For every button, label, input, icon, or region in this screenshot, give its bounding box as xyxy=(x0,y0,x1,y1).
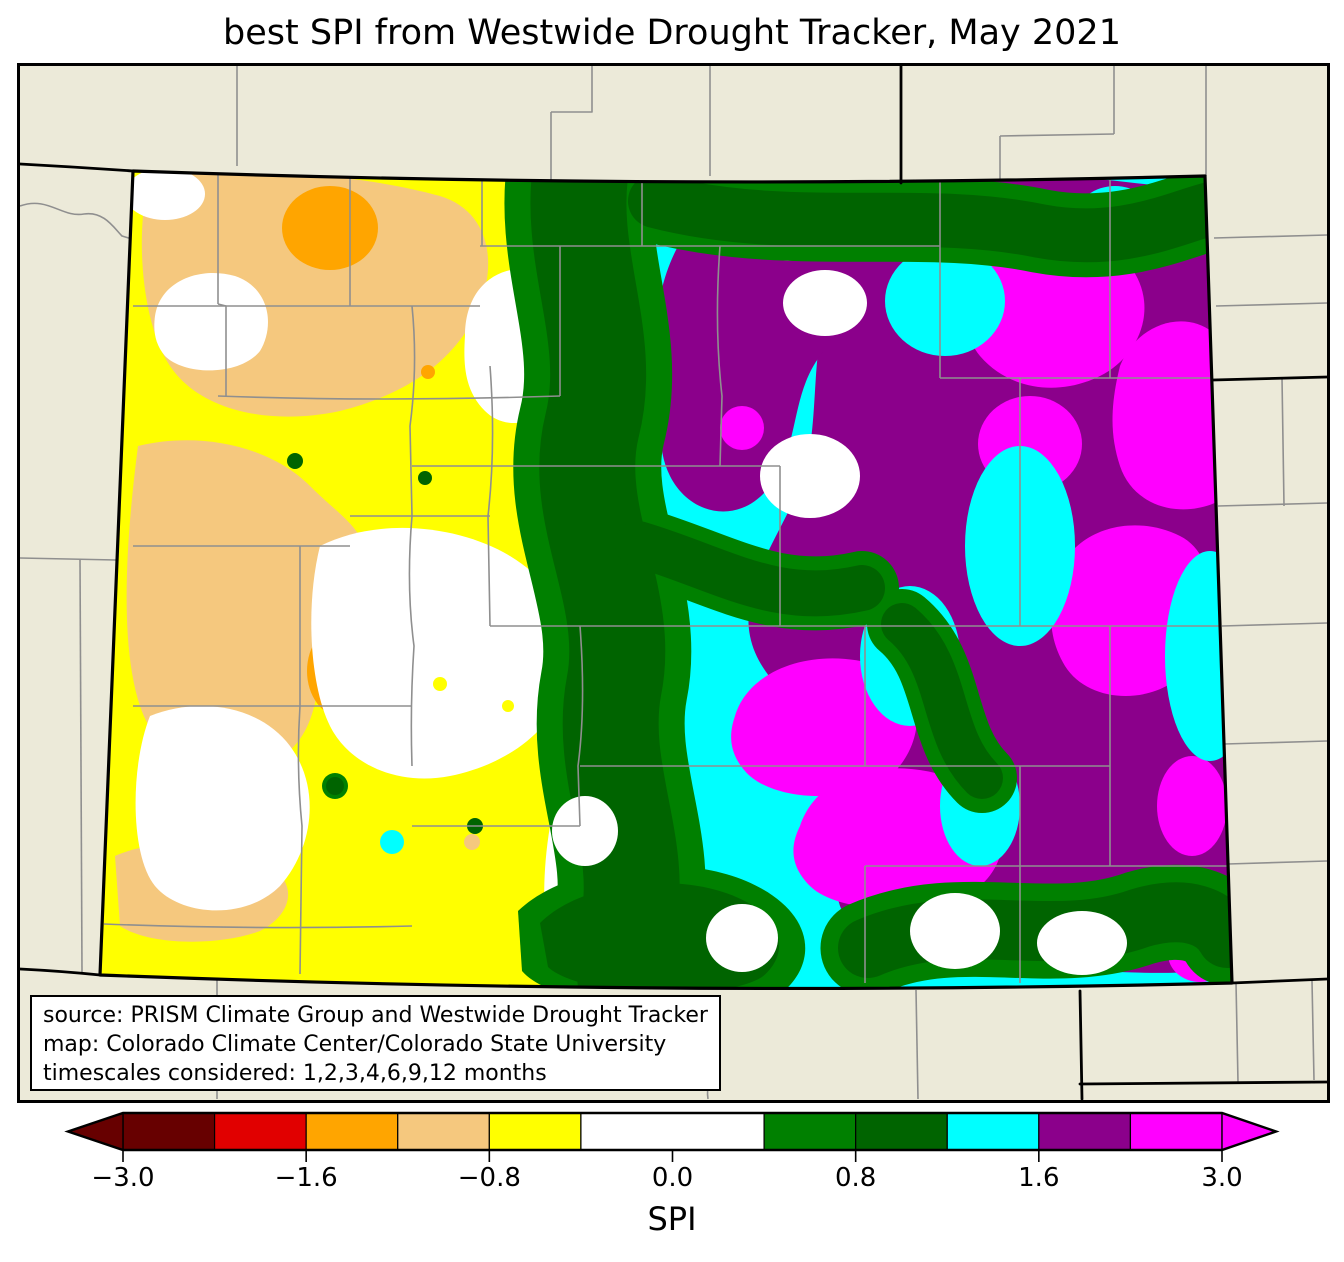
colorbar-axis-label: SPI xyxy=(647,1200,697,1238)
colorbar-tick-label: −3.0 xyxy=(91,1163,155,1193)
colorbar-segment xyxy=(122,1112,216,1151)
colorbar-segment xyxy=(580,1112,765,1151)
colorbar-tick-label: −0.8 xyxy=(457,1163,521,1193)
spi-region-negative-west xyxy=(100,171,580,989)
colorbar-extend-right-arrow xyxy=(1221,1112,1279,1151)
colorbar-segments xyxy=(122,1112,1223,1151)
annotation-line-source: source: PRISM Climate Group and Westwide… xyxy=(43,1003,708,1028)
colorbar-tick-labels: −3.0 −1.6 −0.8 0.0 0.8 1.6 3.0 xyxy=(0,1163,1344,1195)
colorbar-segment xyxy=(763,1112,857,1151)
state-borders-neighbors xyxy=(20,66,1327,1100)
colorbar-segment xyxy=(397,1112,490,1151)
annotation-line-timescales: timescales considered: 1,2,3,4,6,9,12 mo… xyxy=(43,1061,547,1086)
colorbar-tick-label: −1.6 xyxy=(274,1163,338,1193)
map-axes-frame xyxy=(17,63,1330,1103)
colorbar-segment xyxy=(488,1112,582,1151)
source-annotation-box: source: PRISM Climate Group and Westwide… xyxy=(30,995,721,1091)
colorbar-segment xyxy=(213,1112,307,1151)
colorbar-tick-label: 3.0 xyxy=(1201,1163,1243,1193)
colorbar-tick-marks xyxy=(122,1150,1223,1162)
annotation-line-map: map: Colorado Climate Center/Colorado St… xyxy=(43,1032,667,1057)
county-lines-neighbor-states xyxy=(20,66,1327,1100)
county-lines-colorado xyxy=(103,173,1232,983)
spi-region-positive-east xyxy=(560,171,1232,989)
colorbar-segment xyxy=(946,1112,1040,1151)
spi-contour-regions xyxy=(100,171,1232,989)
colorbar-tick-label: 0.0 xyxy=(651,1163,694,1193)
colorbar-extend-left-arrow xyxy=(65,1112,124,1151)
colorbar-tick-label: 0.8 xyxy=(834,1163,877,1193)
figure-title: best SPI from Westwide Drought Tracker, … xyxy=(223,13,1121,53)
colorado-spi-map xyxy=(20,66,1327,1100)
colorbar-segment xyxy=(1129,1112,1223,1151)
colorbar-tick-label: 1.6 xyxy=(1018,1163,1060,1193)
colorbar-segment xyxy=(1038,1112,1132,1151)
colorbar-segment xyxy=(305,1112,399,1151)
spi-small-patches xyxy=(287,270,1127,975)
colorbar-segment xyxy=(855,1112,948,1151)
spi-colorbar xyxy=(64,1111,1280,1162)
